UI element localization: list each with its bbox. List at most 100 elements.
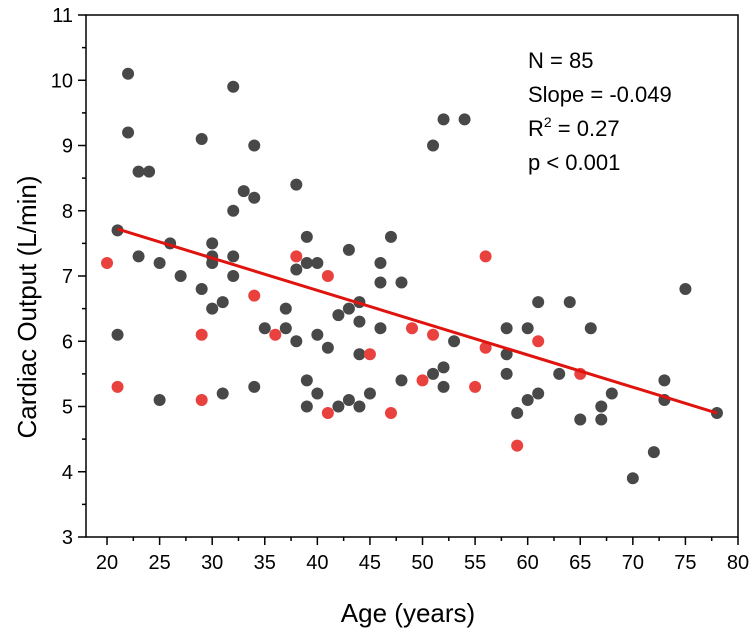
data-point-red xyxy=(416,374,429,387)
data-point xyxy=(374,256,387,269)
data-point xyxy=(300,230,313,243)
y-tick-label: 7 xyxy=(62,266,73,288)
data-point-red xyxy=(269,328,282,341)
data-point-red xyxy=(195,393,208,406)
data-point xyxy=(227,270,240,282)
y-tick-label: 9 xyxy=(62,136,73,158)
data-point xyxy=(227,204,240,217)
data-point xyxy=(437,113,450,126)
data-point xyxy=(332,400,345,413)
data-point xyxy=(279,302,292,315)
data-point xyxy=(195,283,208,296)
x-tick-label: 20 xyxy=(96,552,118,574)
x-tick-label: 80 xyxy=(727,552,749,574)
data-point xyxy=(563,296,576,309)
data-point xyxy=(227,80,240,93)
data-points xyxy=(101,67,723,485)
data-point xyxy=(374,276,387,289)
data-point-red xyxy=(111,380,124,393)
x-tick-label: 60 xyxy=(517,552,539,574)
data-point xyxy=(143,165,156,178)
x-tick-label: 35 xyxy=(254,552,276,574)
data-point xyxy=(300,374,313,387)
data-point xyxy=(658,374,671,387)
data-point xyxy=(248,139,261,152)
fit-line-group xyxy=(117,227,718,415)
data-point xyxy=(595,413,608,426)
data-point-red xyxy=(479,341,492,354)
data-point-red xyxy=(321,407,334,420)
data-point-red xyxy=(469,380,482,393)
data-point xyxy=(427,367,440,380)
y-axis-title: Cardiac Output (L/min) xyxy=(12,176,42,439)
x-axis-title: Age (years) xyxy=(341,598,475,628)
data-point xyxy=(553,367,566,380)
data-point xyxy=(342,393,355,406)
data-point xyxy=(532,296,545,309)
x-tick-label: 45 xyxy=(359,552,381,574)
data-point xyxy=(353,400,366,413)
x-tick-label: 30 xyxy=(201,552,223,574)
data-point xyxy=(122,67,135,80)
data-point xyxy=(521,393,534,406)
data-point xyxy=(321,341,334,354)
data-point xyxy=(342,243,355,256)
data-point xyxy=(290,335,303,348)
data-point xyxy=(511,407,524,420)
data-point xyxy=(206,237,219,250)
data-point xyxy=(595,400,608,413)
data-point-red xyxy=(101,256,114,269)
data-point xyxy=(111,328,124,341)
data-point xyxy=(395,276,408,289)
regression-line xyxy=(117,227,718,415)
x-axis: 20 25 30 35 40 45 50 55 60 65 70 75 80 xyxy=(96,537,749,574)
data-point xyxy=(216,296,229,309)
data-point xyxy=(458,113,471,126)
data-point-red xyxy=(195,328,208,341)
data-point xyxy=(311,328,324,341)
y-tick-label: 11 xyxy=(52,5,73,27)
data-point xyxy=(290,178,303,191)
annotation-r2-prefix: R xyxy=(528,116,544,141)
data-point xyxy=(290,263,303,276)
data-point xyxy=(300,256,313,269)
data-point xyxy=(122,126,135,139)
annotation-r2-suffix: = 0.27 xyxy=(552,116,620,141)
data-point xyxy=(605,387,618,400)
data-point xyxy=(374,322,387,335)
annotation-r2: R2 = 0.27 xyxy=(528,114,620,141)
annotation-p: p < 0.001 xyxy=(528,150,620,175)
data-point-red xyxy=(406,322,418,335)
data-point-red xyxy=(384,407,397,420)
data-point xyxy=(584,322,597,335)
data-point xyxy=(448,335,461,348)
data-point xyxy=(395,374,408,387)
data-point xyxy=(353,348,366,361)
y-tick-label: 5 xyxy=(62,397,73,419)
x-tick-label: 75 xyxy=(674,552,696,574)
data-point xyxy=(574,413,587,426)
annotation-slope: Slope = -0.049 xyxy=(528,82,672,107)
y-tick-label: 8 xyxy=(62,201,73,223)
x-tick-label: 40 xyxy=(306,552,328,574)
data-point-red xyxy=(290,250,303,263)
data-point-red xyxy=(248,289,261,302)
annotation-n: N = 85 xyxy=(528,48,593,73)
data-point xyxy=(521,322,534,335)
data-point-red xyxy=(321,270,334,282)
data-point xyxy=(311,387,324,400)
data-point-red xyxy=(363,348,376,361)
data-point xyxy=(279,322,292,335)
data-point xyxy=(437,361,450,374)
annotation-r2-sup: 2 xyxy=(544,114,552,130)
data-point xyxy=(311,256,324,269)
data-point xyxy=(153,256,166,269)
data-point xyxy=(384,230,397,243)
data-point xyxy=(626,472,639,485)
y-tick-label: 10 xyxy=(51,70,73,92)
y-tick-label: 6 xyxy=(62,331,73,353)
data-point xyxy=(300,400,313,413)
data-point xyxy=(174,270,187,282)
data-point xyxy=(153,393,166,406)
data-point xyxy=(647,446,660,459)
